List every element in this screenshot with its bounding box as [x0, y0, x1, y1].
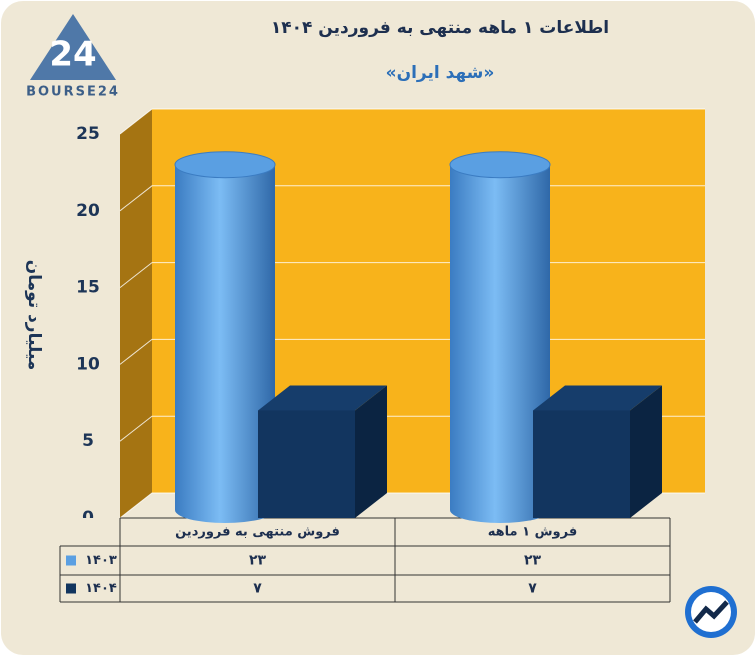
bar-side — [630, 385, 662, 518]
y-tick-label: 15 — [76, 278, 100, 298]
y-tick-label: 25 — [76, 124, 100, 144]
bar — [533, 385, 662, 518]
bar-side — [355, 385, 387, 518]
logo: 24 BOURSE24 — [26, 14, 120, 100]
x-tick-label: فروش منتهی به فروردین — [175, 525, 340, 540]
y-tick-label: 5 — [82, 431, 94, 451]
table-bg — [60, 518, 670, 602]
legend-swatch — [66, 555, 76, 566]
table-value: ۲۳ — [249, 553, 267, 569]
bar — [258, 385, 387, 518]
y-tick-label: 10 — [76, 354, 100, 374]
bar-top — [174, 151, 276, 179]
y-tick-label: 20 — [76, 201, 100, 221]
legend-label: ۱۴۰۴ — [85, 581, 117, 596]
icon — [685, 586, 737, 638]
chart-subtitle: «شهد ایران» — [386, 63, 495, 83]
bar-base — [450, 497, 550, 523]
legend-label: ۱۴۰۳ — [85, 553, 117, 568]
bar-front — [533, 410, 630, 518]
logo-mark: 24 — [49, 35, 96, 75]
chart-title: اطلاعات ۱ ماهه منتهی به فروردین ۱۴۰۴ — [271, 18, 609, 38]
bar-front — [258, 410, 355, 518]
bar-top — [533, 385, 662, 411]
grid-line — [119, 108, 705, 135]
table-value: ۷ — [528, 581, 537, 597]
x-tick-label: فروش ۱ ماهه — [488, 525, 577, 540]
legend-swatch — [66, 583, 76, 594]
bar-top — [449, 151, 551, 179]
bar-base — [175, 497, 275, 523]
logo-text: BOURSE24 — [26, 85, 120, 100]
side-wall — [120, 109, 152, 518]
y-axis-label: میلیارد تومان — [24, 260, 44, 371]
bar-top — [258, 385, 387, 411]
table-value: ۷ — [253, 581, 262, 597]
table-value: ۲۳ — [524, 553, 542, 569]
